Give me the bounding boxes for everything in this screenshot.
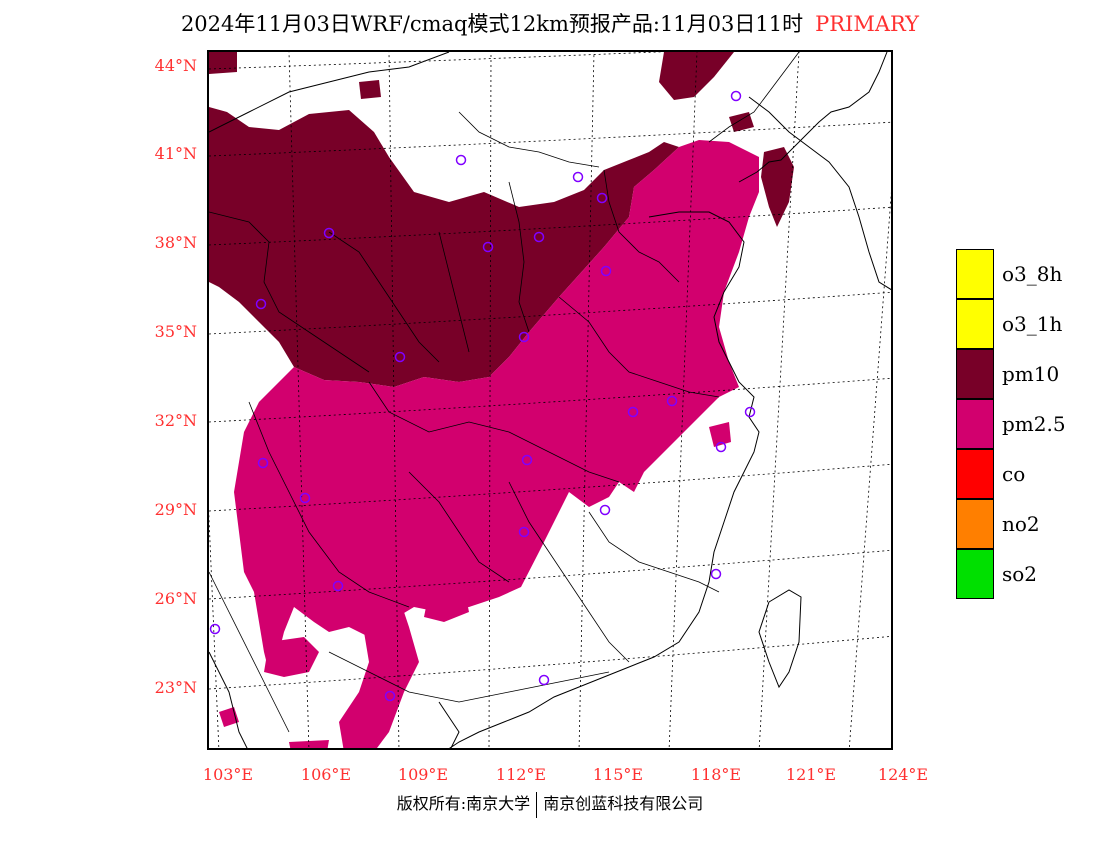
- legend-swatch: [956, 249, 994, 299]
- coastline: [209, 52, 891, 748]
- footer: 版权所有:南京大学 南京创蓝科技有限公司: [0, 790, 1100, 818]
- province-boundaries: [209, 52, 800, 733]
- page-title: 2024年11月03日WRF/cmaq模式12km预报产品:11月03日11时 P…: [0, 8, 1100, 38]
- lon-label-109: 109°E: [397, 765, 449, 784]
- station-marker: [299, 492, 311, 504]
- lon-label-115: 115°E: [592, 765, 644, 784]
- lat-label-29: 29°N: [154, 500, 197, 519]
- legend-swatch: [956, 449, 994, 499]
- lat-label-26: 26°N: [154, 589, 197, 608]
- footer-left: 版权所有:南京大学: [396, 794, 531, 813]
- footer-right: 南京创蓝科技有限公司: [543, 794, 704, 813]
- station-marker: [596, 192, 608, 204]
- legend-swatch: [956, 499, 994, 549]
- station-marker: [538, 674, 550, 686]
- legend-label: so2: [1002, 562, 1038, 586]
- station-markers: [209, 90, 756, 702]
- station-marker: [533, 231, 545, 243]
- map-frame: [207, 50, 893, 750]
- lat-label-35: 35°N: [154, 322, 197, 341]
- station-marker: [710, 568, 722, 580]
- station-marker: [384, 690, 396, 702]
- station-marker: [599, 504, 611, 516]
- station-marker: [715, 441, 727, 453]
- station-marker: [394, 351, 406, 363]
- legend-label: o3_8h: [1002, 262, 1063, 286]
- legend-swatch: [956, 399, 994, 449]
- pm25-region: [219, 140, 759, 748]
- station-marker: [455, 154, 467, 166]
- lon-label-118: 118°E: [690, 765, 742, 784]
- station-marker: [255, 298, 267, 310]
- station-marker: [518, 526, 530, 538]
- legend-label: pm2.5: [1002, 412, 1066, 436]
- station-marker: [257, 457, 269, 469]
- legend-label: o3_1h: [1002, 312, 1063, 336]
- legend-label: no2: [1002, 512, 1040, 536]
- lon-label-106: 106°E: [300, 765, 352, 784]
- legend-swatch: [956, 349, 994, 399]
- station-marker: [730, 90, 742, 102]
- lat-label-32: 32°N: [154, 411, 197, 430]
- lat-label-44: 44°N: [154, 56, 197, 75]
- station-marker: [744, 406, 756, 418]
- station-marker: [518, 331, 530, 343]
- station-marker: [209, 623, 221, 635]
- title-main: 2024年11月03日WRF/cmaq模式12km预报产品:11月03日11时: [180, 12, 804, 36]
- title-tag: PRIMARY: [815, 12, 920, 36]
- station-marker: [482, 241, 494, 253]
- lon-label-124: 124°E: [877, 765, 929, 784]
- legend-swatch: [956, 299, 994, 349]
- graticule: [209, 52, 891, 748]
- station-marker: [600, 265, 612, 277]
- legend-label: co: [1002, 462, 1026, 486]
- pollution-map: [209, 52, 891, 748]
- legend-swatch: [956, 549, 994, 599]
- station-marker: [572, 171, 584, 183]
- lat-label-23: 23°N: [154, 678, 197, 697]
- station-marker: [521, 454, 533, 466]
- lon-label-121: 121°E: [785, 765, 837, 784]
- pm10-region: [209, 52, 794, 387]
- lat-label-41: 41°N: [154, 144, 197, 163]
- station-marker: [627, 406, 639, 418]
- lon-label-112: 112°E: [495, 765, 547, 784]
- station-marker: [332, 580, 344, 592]
- footer-separator: [536, 791, 538, 818]
- lat-label-38: 38°N: [154, 233, 197, 252]
- legend-label: pm10: [1002, 362, 1060, 386]
- station-marker: [323, 227, 335, 239]
- lon-label-103: 103°E: [202, 765, 254, 784]
- station-marker: [666, 395, 678, 407]
